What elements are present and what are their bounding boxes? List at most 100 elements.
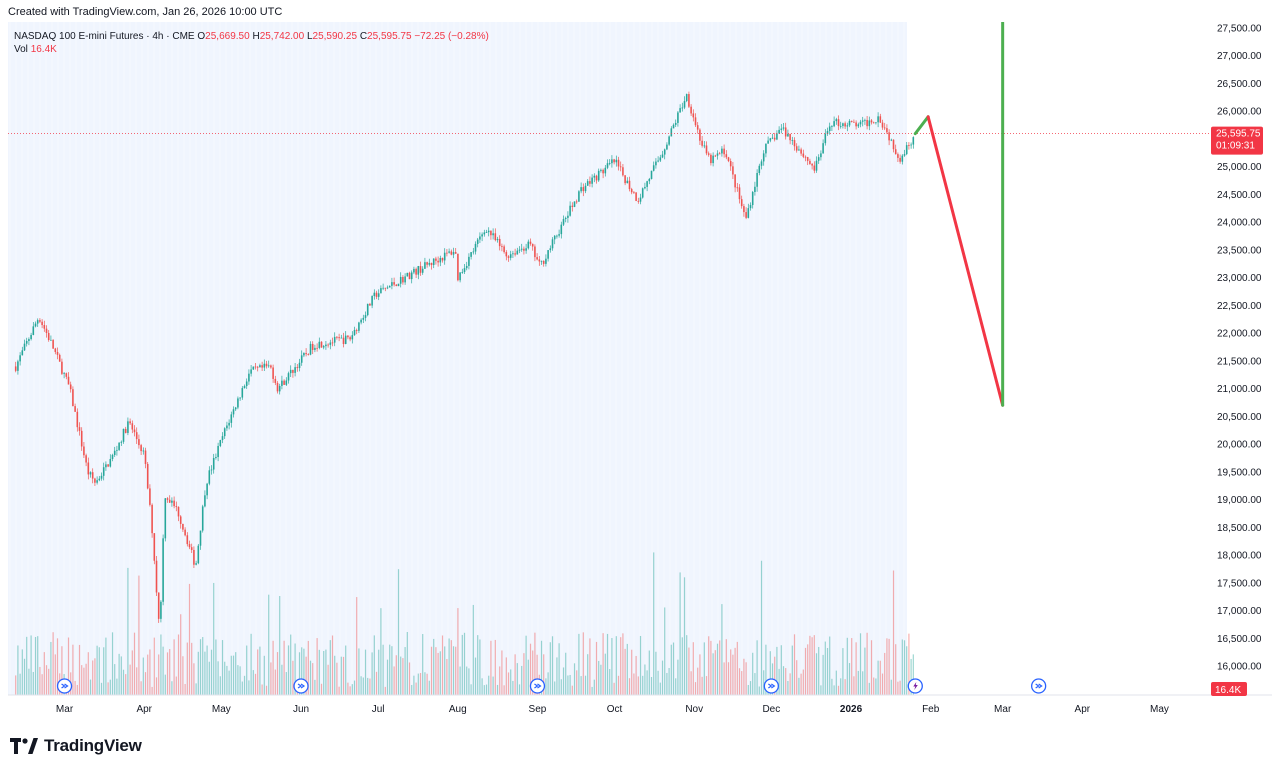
candle-body (806, 157, 809, 161)
volume-bar (595, 641, 598, 695)
candle-body (611, 159, 613, 164)
volume-bar (393, 666, 395, 695)
volume-bar (147, 654, 149, 695)
volume-bar (824, 641, 826, 695)
candle-body (234, 407, 237, 410)
candle-body (344, 335, 347, 344)
candle-body (758, 165, 761, 173)
candle-body (531, 243, 534, 247)
volume-bar (571, 685, 573, 695)
time-axis[interactable]: Mar Apr May Jun Jul Aug Sep Oct Nov Dec 2026 Feb Mar… (56, 704, 1169, 715)
candle-body (131, 423, 134, 430)
candle-body (43, 325, 46, 329)
candle-body (28, 339, 30, 342)
price-axis-label: 27,000.00 (1217, 51, 1262, 62)
volume-bar (705, 676, 708, 695)
price-axis-label: 24,500.00 (1217, 190, 1262, 201)
candle-body (547, 250, 549, 259)
candle-body (835, 119, 838, 122)
candle-body (272, 367, 274, 379)
candle-body (388, 285, 391, 288)
candle-body (549, 248, 552, 251)
event-marker-icon[interactable] (1030, 678, 1047, 694)
volume-bar (415, 682, 417, 695)
candle-body (608, 163, 611, 164)
candle-body (144, 450, 147, 464)
volume-bar (305, 656, 307, 695)
candle-body (195, 563, 197, 565)
volume-bar (712, 653, 714, 695)
price-chart[interactable]: 16,000.00 16,500.00 17,000.00 17,500.00 18,0… (8, 22, 1272, 718)
candle-body (545, 258, 547, 264)
event-marker-icon[interactable] (907, 678, 923, 694)
candle-body (336, 336, 338, 338)
volume-bar (734, 647, 736, 695)
price-axis-label: 21,000.00 (1217, 384, 1262, 395)
price-axis[interactable]: 16,000.00 16,500.00 17,000.00 17,500.00 18,0… (1217, 24, 1262, 673)
volume-bar (862, 671, 864, 695)
candle-body (221, 436, 224, 441)
volume-bar (888, 638, 890, 695)
volume-bar (259, 646, 261, 695)
vertical-grid (9, 22, 905, 695)
volume-bar (83, 667, 85, 695)
volume-bar (657, 670, 659, 695)
time-axis-label: Jun (293, 704, 309, 715)
volume-bar (358, 648, 360, 695)
volume-bar (439, 651, 441, 695)
candle-body (263, 363, 266, 368)
volume-bar (569, 674, 571, 695)
volume-bar (551, 636, 554, 695)
candle-body (659, 157, 662, 161)
event-marker-icon[interactable] (56, 678, 73, 694)
volume-bar (587, 654, 589, 695)
candle-body (705, 145, 708, 154)
legend-low: 25,590.25 (312, 31, 358, 42)
candle-body (725, 154, 728, 158)
volume-bar (459, 666, 461, 695)
volume-bar (301, 647, 303, 695)
volume-bar (76, 684, 78, 695)
volume-bar (228, 670, 230, 695)
volume-bar (499, 666, 501, 695)
volume-bar (298, 652, 301, 695)
chart-area[interactable]: 16,000.00 16,500.00 17,000.00 17,500.00 18,0… (8, 22, 1272, 718)
event-marker-icon[interactable] (763, 678, 779, 694)
volume-bar (870, 640, 873, 695)
candle-body (674, 122, 677, 125)
candle-body (749, 205, 752, 209)
candle-body (261, 365, 263, 368)
volume-bar (109, 679, 111, 695)
volume-bar (397, 569, 400, 695)
volume-bar (52, 632, 54, 695)
candle-body (76, 411, 79, 428)
candle-body (813, 165, 816, 171)
candle-body (870, 120, 873, 123)
tradingview-logo[interactable]: TradingView (10, 736, 142, 756)
volume-bar (692, 642, 694, 695)
candle-body (32, 326, 35, 335)
candle-body (778, 129, 780, 134)
event-marker-icon[interactable] (293, 678, 309, 694)
candle-body (465, 265, 468, 269)
volume-bar (160, 634, 162, 695)
volume-bar (892, 570, 895, 695)
event-marker-icon[interactable] (529, 678, 546, 694)
volume-bar (681, 637, 683, 695)
candle-body (892, 139, 895, 150)
volume-bar (329, 640, 331, 695)
candle-body (716, 153, 719, 156)
volume-bar (303, 648, 305, 695)
candle-body (217, 445, 219, 458)
volume-bar (402, 658, 404, 695)
candle-body (650, 170, 653, 179)
candle-body (619, 166, 622, 168)
volume-bar (683, 577, 686, 695)
candle-body (905, 145, 908, 155)
volume-bar (833, 685, 835, 695)
volume-bar (213, 582, 215, 695)
candle-body (274, 378, 277, 383)
price-badge: 25,595.75 01:09:31 (1211, 126, 1263, 155)
candle-body (17, 361, 19, 371)
candle-body (373, 292, 376, 297)
